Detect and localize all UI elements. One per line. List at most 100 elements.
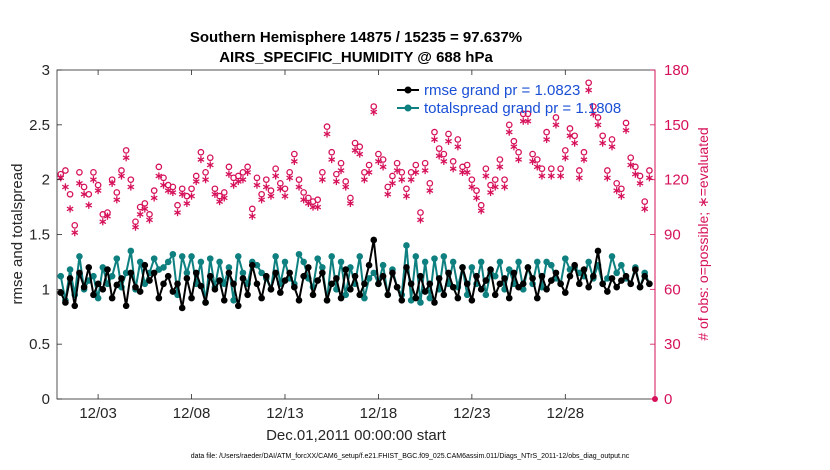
rmse-point	[613, 283, 620, 291]
obs-evaluated-point	[258, 196, 266, 204]
obs-evaluated-point	[253, 181, 261, 189]
totalspread-point	[57, 272, 65, 280]
rmse-point	[122, 302, 130, 310]
obs-possible-point	[594, 114, 602, 121]
rmse-point	[599, 280, 606, 288]
rmse-point	[66, 275, 74, 282]
obs-possible-point	[323, 123, 331, 131]
obs-evaluated-point	[370, 108, 378, 116]
rmse-point	[248, 261, 256, 269]
obs-evaluated-point	[384, 190, 392, 198]
totalspread-point	[412, 253, 420, 260]
x-tick-label: 12/08	[173, 405, 211, 422]
rmse-point	[99, 286, 107, 293]
obs-evaluated-point	[220, 194, 228, 202]
obs-evaluated-point	[99, 218, 107, 226]
obs-evaluated-point	[94, 187, 102, 195]
rmse-point	[206, 272, 214, 280]
rmse-point	[454, 294, 462, 302]
obs-possible-point	[417, 209, 424, 216]
totalspread-point	[136, 258, 144, 266]
totalspread-point	[547, 261, 555, 269]
obs-possible-point	[463, 161, 471, 169]
obs-evaluated-point	[398, 176, 406, 184]
obs-evaluated-point	[108, 179, 116, 187]
obs-possible-point	[188, 185, 195, 193]
rmse-point	[580, 266, 588, 273]
rmse-point	[393, 283, 401, 291]
obs-evaluated-point	[636, 179, 644, 187]
obs-evaluated-point	[463, 168, 471, 176]
rmse-point	[627, 280, 635, 288]
rmse-point	[164, 272, 172, 280]
totalspread-point	[225, 264, 233, 271]
rmse-point	[277, 289, 284, 296]
obs-possible-point	[365, 161, 373, 169]
y-right-tick-label: 60	[664, 281, 681, 298]
rmse-point	[641, 272, 649, 280]
obs-possible-point	[290, 150, 298, 158]
obs-possible-point	[319, 169, 326, 176]
rmse-point	[230, 280, 237, 288]
totalspread-point	[618, 261, 625, 269]
y-right-tick-label: 0	[664, 391, 672, 408]
obs-evaluated-point	[440, 157, 448, 165]
obs-possible-point	[468, 176, 476, 184]
obs-evaluated-point	[113, 196, 121, 204]
rmse-point	[552, 269, 560, 277]
obs-evaluated-point	[473, 194, 480, 202]
rmse-point	[351, 272, 359, 280]
rmse-point	[286, 269, 293, 277]
rmse-point	[356, 291, 364, 299]
obs-evaluated-point	[388, 179, 396, 187]
obs-possible-point	[90, 169, 97, 176]
obs-possible-point	[473, 187, 480, 194]
rmse-point	[155, 294, 163, 302]
totalspread-point	[160, 264, 167, 271]
totalspread-point	[216, 258, 223, 266]
obs-evaluated-point	[431, 135, 438, 144]
obs-possible-point	[80, 183, 88, 191]
obs-evaluated-point	[645, 174, 653, 182]
obs-possible-point	[561, 147, 569, 154]
rmse-point	[239, 275, 247, 282]
rmse-point	[622, 272, 630, 280]
obs-possible-point	[384, 183, 392, 191]
legend: rmse grand pr = 1.0823 totalspread grand…	[397, 82, 621, 117]
obs-possible-point	[529, 150, 536, 158]
rmse-point	[608, 275, 616, 282]
obs-evaluated-point	[85, 201, 93, 209]
obs-possible-point	[552, 114, 560, 121]
rmse-point	[618, 277, 625, 284]
y-axis-right-label: # of obs: o=possible; ∗=evaluated	[695, 127, 711, 340]
totalspread-point	[562, 255, 569, 262]
totalspread-point	[178, 253, 186, 260]
obs-possible-point	[155, 163, 163, 171]
axis-ticks: 12/03 12/08 12/13 12/18 12/23 12/28 0 0.5 1 1.5 2 2…	[29, 62, 689, 422]
x-tick-label: 12/18	[360, 405, 398, 422]
rmse-point	[529, 275, 536, 282]
obs-possible-point	[557, 165, 564, 173]
obs-evaluated-point	[262, 183, 270, 191]
obs-possible-point	[627, 154, 635, 162]
obs-evaluated-point	[454, 143, 462, 151]
obs-evaluated-point	[594, 121, 602, 129]
rmse-point	[253, 280, 261, 288]
rmse-point	[547, 277, 555, 284]
obs-possible-point	[641, 198, 649, 205]
obs-possible-point	[575, 167, 583, 174]
obs-possible-point	[571, 132, 578, 140]
rmse-point	[104, 266, 111, 273]
rmse-point	[169, 288, 177, 295]
obs-evaluated-point	[314, 203, 322, 211]
rmse-point	[632, 266, 639, 273]
totalspread-point	[319, 264, 326, 271]
y-left-tick-label: 3	[42, 62, 50, 79]
obs-evaluated-point	[365, 168, 373, 176]
obs-evaluated-point	[407, 176, 415, 184]
obs-evaluated-point	[132, 223, 139, 231]
rmse-point	[459, 264, 466, 271]
rmse-point	[323, 297, 331, 304]
totalspread-point	[169, 250, 177, 258]
obs-evaluated-point	[290, 157, 298, 165]
